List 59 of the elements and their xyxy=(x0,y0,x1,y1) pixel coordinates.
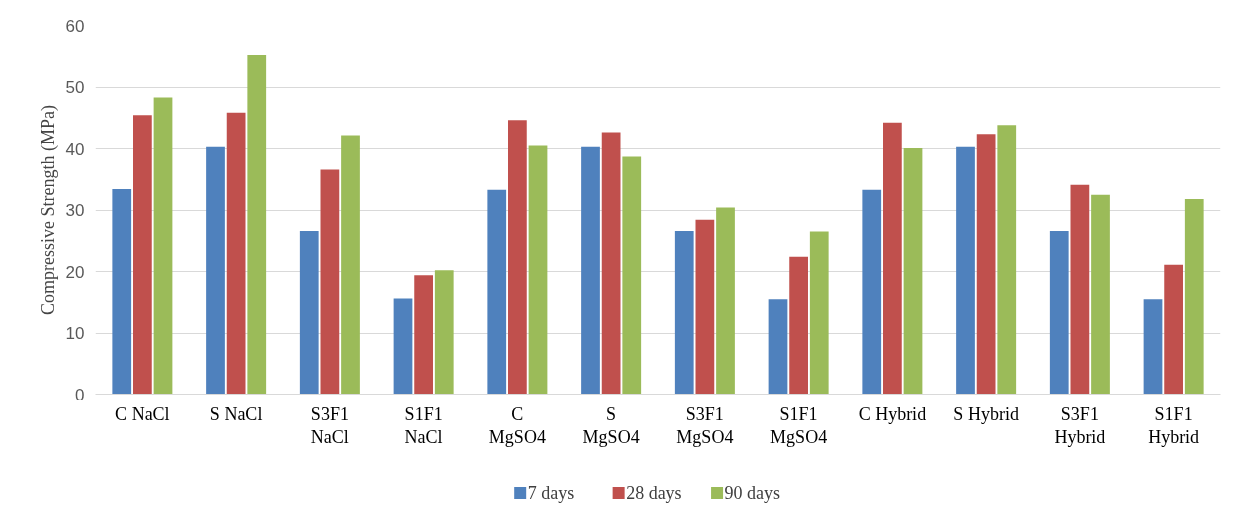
bar xyxy=(1184,198,1204,395)
legend-label: 90 days xyxy=(724,482,781,503)
bar xyxy=(622,156,642,395)
bar xyxy=(809,231,829,395)
x-tick-label: S3F1 MgSO4 xyxy=(676,403,734,447)
bar xyxy=(112,189,132,395)
bar xyxy=(508,120,527,395)
bar xyxy=(789,256,808,395)
bar xyxy=(1049,230,1069,395)
bar xyxy=(956,146,975,395)
bar xyxy=(716,207,735,395)
x-tick-label: S Hybrid xyxy=(953,403,1019,424)
bar xyxy=(434,270,454,395)
x-tick-label: S3F1 NaCl xyxy=(310,403,349,447)
y-tick-label: 40 xyxy=(65,139,85,159)
y-axis-title: Compressive Strength (MPa) xyxy=(37,105,59,315)
y-tick-label: 50 xyxy=(65,78,85,97)
bar xyxy=(320,169,340,395)
bar xyxy=(341,135,360,395)
bar xyxy=(695,219,715,395)
bar xyxy=(883,122,902,395)
bar xyxy=(1143,299,1163,395)
bar xyxy=(528,145,548,395)
bar xyxy=(226,112,246,395)
bar xyxy=(299,230,319,395)
bar xyxy=(414,275,433,395)
bar xyxy=(153,97,173,395)
y-tick-label: 30 xyxy=(65,201,85,220)
x-tick-label: S3F1 Hybrid xyxy=(1054,403,1106,447)
bar xyxy=(903,147,923,395)
bar xyxy=(393,298,413,395)
bar xyxy=(581,146,600,395)
bar xyxy=(976,134,996,395)
bar xyxy=(206,146,225,395)
bar xyxy=(487,189,507,395)
x-tick-label: S1F1 NaCl xyxy=(404,403,443,447)
x-tick-label: S1F1 MgSO4 xyxy=(770,403,828,447)
y-tick-label: 0 xyxy=(75,385,85,405)
bar xyxy=(601,132,621,395)
bar xyxy=(862,189,882,395)
bar xyxy=(768,299,788,395)
y-tick-label: 60 xyxy=(65,16,85,36)
legend-label: 7 days xyxy=(527,482,575,503)
bar xyxy=(1164,264,1183,395)
bar xyxy=(133,115,152,395)
bar xyxy=(674,230,694,395)
bar xyxy=(1070,184,1090,395)
bar xyxy=(247,55,267,395)
bar xyxy=(997,125,1017,395)
y-tick-label: 10 xyxy=(65,324,85,343)
x-tick-label: S1F1 Hybrid xyxy=(1148,403,1200,447)
x-tick-label: S NaCl xyxy=(209,403,263,424)
y-tick-label: 20 xyxy=(65,262,85,282)
x-tick-label: C NaCl xyxy=(115,403,170,424)
legend-label: 28 days xyxy=(626,482,682,503)
x-tick-label: C MgSO4 xyxy=(488,403,546,447)
bar xyxy=(1091,194,1110,395)
x-tick-label: S MgSO4 xyxy=(582,403,640,447)
x-tick-label: C Hybrid xyxy=(858,403,927,424)
